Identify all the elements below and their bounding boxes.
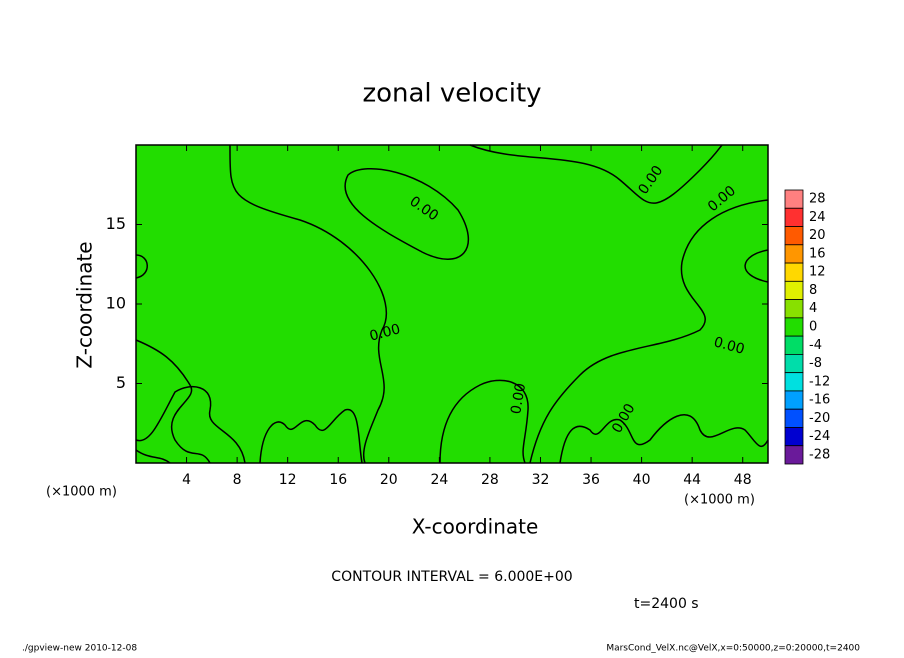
contour-label: 0.00 xyxy=(508,382,529,415)
x-tick-label: 40 xyxy=(633,472,651,488)
x-unit-left: (×1000 m) xyxy=(46,485,117,500)
colorbar-label: 20 xyxy=(809,228,826,243)
contours xyxy=(135,144,769,464)
colorbar-box xyxy=(784,445,804,465)
x-tick-label: 8 xyxy=(233,472,242,488)
colorbar-box xyxy=(784,335,804,355)
contour-line xyxy=(744,249,769,283)
contour-line xyxy=(344,168,470,260)
contour-label: 0.00 xyxy=(368,321,402,345)
colorbar-label: 4 xyxy=(809,301,817,316)
colorbar-box xyxy=(784,280,804,301)
colorbar-label: -20 xyxy=(809,411,830,426)
plot-area xyxy=(136,145,768,463)
colorbar-label: 28 xyxy=(809,192,826,207)
y-tick-label: 10 xyxy=(106,294,126,313)
x-tick-label: 20 xyxy=(380,472,398,488)
x-tick-label: 44 xyxy=(683,472,701,488)
colorbar-box xyxy=(784,427,804,447)
x-tick-label: 24 xyxy=(430,472,448,488)
colorbar-box xyxy=(784,207,804,227)
contour-line xyxy=(135,339,211,464)
x-tick-label: 28 xyxy=(481,472,499,488)
x-tick-label: 12 xyxy=(279,472,297,488)
contour-line xyxy=(469,144,723,204)
colorbar-box xyxy=(784,390,804,410)
time-text: t=2400 s xyxy=(634,596,699,612)
colorbar-label: -16 xyxy=(809,393,830,408)
colorbar-box xyxy=(784,299,804,319)
colorbar-box xyxy=(784,244,804,264)
x-tick-label: 32 xyxy=(532,472,550,488)
x-tick-label: 16 xyxy=(329,472,347,488)
colorbar-box xyxy=(784,189,804,209)
x-tick-label: 48 xyxy=(734,472,752,488)
x-axis-label: X-coordinate xyxy=(412,515,539,539)
colorbar-label: 0 xyxy=(809,320,817,335)
colorbar-label: -4 xyxy=(809,338,822,353)
colorbar-label: 16 xyxy=(809,246,826,261)
contour-line xyxy=(439,379,529,464)
contour-label: 0.00 xyxy=(712,334,746,358)
contour-interval: CONTOUR INTERVAL = 6.000E+00 xyxy=(331,569,572,585)
contour-line xyxy=(229,144,388,464)
contour-line xyxy=(259,408,363,464)
colorbar-label: -24 xyxy=(809,429,830,444)
colorbar-box xyxy=(784,226,804,246)
footer-left: ./gpview-new 2010-12-08 xyxy=(22,644,137,654)
y-axis-label: Z-coordinate xyxy=(73,241,97,368)
colorbar-box xyxy=(784,353,804,374)
contour-line xyxy=(135,254,148,279)
y-tick-label: 15 xyxy=(106,214,126,233)
y-tick-label: 5 xyxy=(116,373,126,392)
colorbar-label: -28 xyxy=(809,447,830,462)
colorbar-label: 24 xyxy=(809,210,826,225)
colorbar-box xyxy=(784,317,804,337)
x-tick-label: 4 xyxy=(182,472,191,488)
colorbar-box xyxy=(784,262,804,282)
contour-line xyxy=(559,414,769,464)
contour-line xyxy=(529,199,769,464)
footer-right: MarsCond_VelX.nc@VelX,x=0:50000,z=0:2000… xyxy=(606,644,860,654)
chart-title: zonal velocity xyxy=(362,79,541,109)
x-tick-label: 36 xyxy=(582,472,600,488)
colorbar-label: -8 xyxy=(809,356,822,371)
x-unit-right: (×1000 m) xyxy=(684,493,755,508)
colorbar-box xyxy=(784,408,804,428)
colorbar-label: 12 xyxy=(809,265,826,280)
colorbar-label: 8 xyxy=(809,283,817,298)
contour-line xyxy=(135,449,171,464)
colorbar-box xyxy=(784,372,804,392)
contour-line xyxy=(135,385,246,464)
colorbar-label: -12 xyxy=(809,374,830,389)
